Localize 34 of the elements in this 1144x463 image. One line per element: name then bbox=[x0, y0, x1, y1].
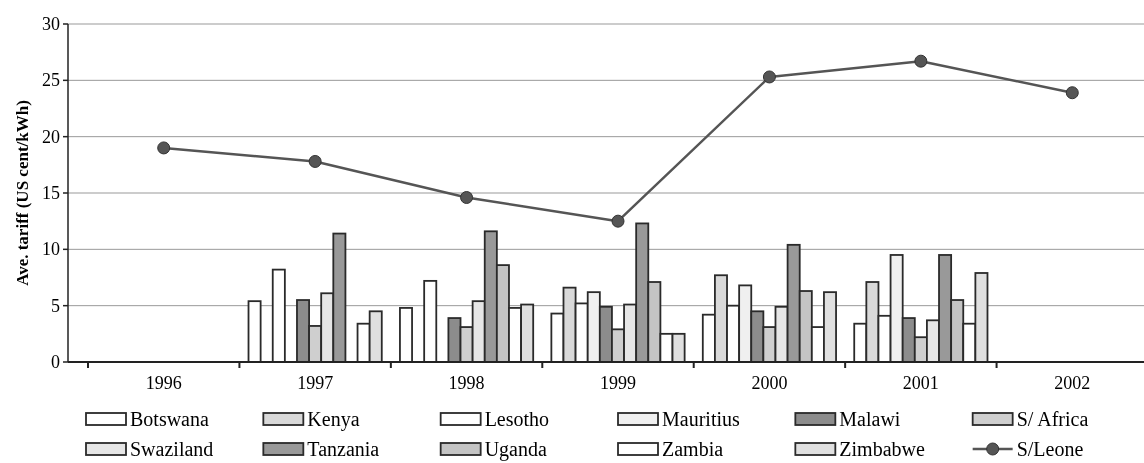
legend-label: Zambia bbox=[662, 438, 724, 460]
legend-label: Botswana bbox=[130, 408, 209, 430]
x-tick-label: 2000 bbox=[751, 373, 788, 393]
y-tick-label: 15 bbox=[42, 183, 60, 203]
point bbox=[460, 191, 474, 205]
y-tick-label: 5 bbox=[51, 295, 60, 316]
y-tick-label: 30 bbox=[42, 14, 60, 34]
point bbox=[1065, 86, 1079, 100]
x-tick-label: 2001 bbox=[902, 373, 939, 393]
legend-label: Lesotho bbox=[484, 408, 550, 430]
y-tick-label: 20 bbox=[42, 126, 60, 147]
legend-label: Tanzania bbox=[307, 438, 380, 460]
point bbox=[308, 154, 322, 168]
point bbox=[914, 54, 928, 68]
legend-label: Kenya bbox=[307, 408, 360, 431]
legend-label: S/Leone bbox=[1016, 438, 1084, 460]
y-tick-label: 10 bbox=[42, 239, 60, 260]
y-tick-label: 25 bbox=[42, 70, 60, 91]
y-tick-label: 0 bbox=[51, 352, 60, 372]
y-axis-title: Ave. tariff (US cent/kWh) bbox=[13, 100, 32, 286]
legend-label: Uganda bbox=[484, 438, 547, 461]
legend-label: Swaziland bbox=[130, 438, 214, 460]
legend-label: Malawi bbox=[839, 408, 901, 430]
point bbox=[762, 70, 776, 84]
x-tick-label: 1997 bbox=[297, 373, 334, 393]
x-tick-label: 1996 bbox=[145, 373, 182, 393]
x-tick-label: 2002 bbox=[1054, 373, 1091, 393]
legend-label: Zimbabwe bbox=[839, 438, 925, 460]
point bbox=[157, 141, 171, 155]
legend-label: S/ Africa bbox=[1016, 408, 1089, 430]
point bbox=[611, 214, 625, 228]
x-tick-label: 1998 bbox=[448, 373, 485, 393]
x-tick-label: 1999 bbox=[600, 373, 636, 393]
legend-label: Mauritius bbox=[662, 408, 740, 430]
